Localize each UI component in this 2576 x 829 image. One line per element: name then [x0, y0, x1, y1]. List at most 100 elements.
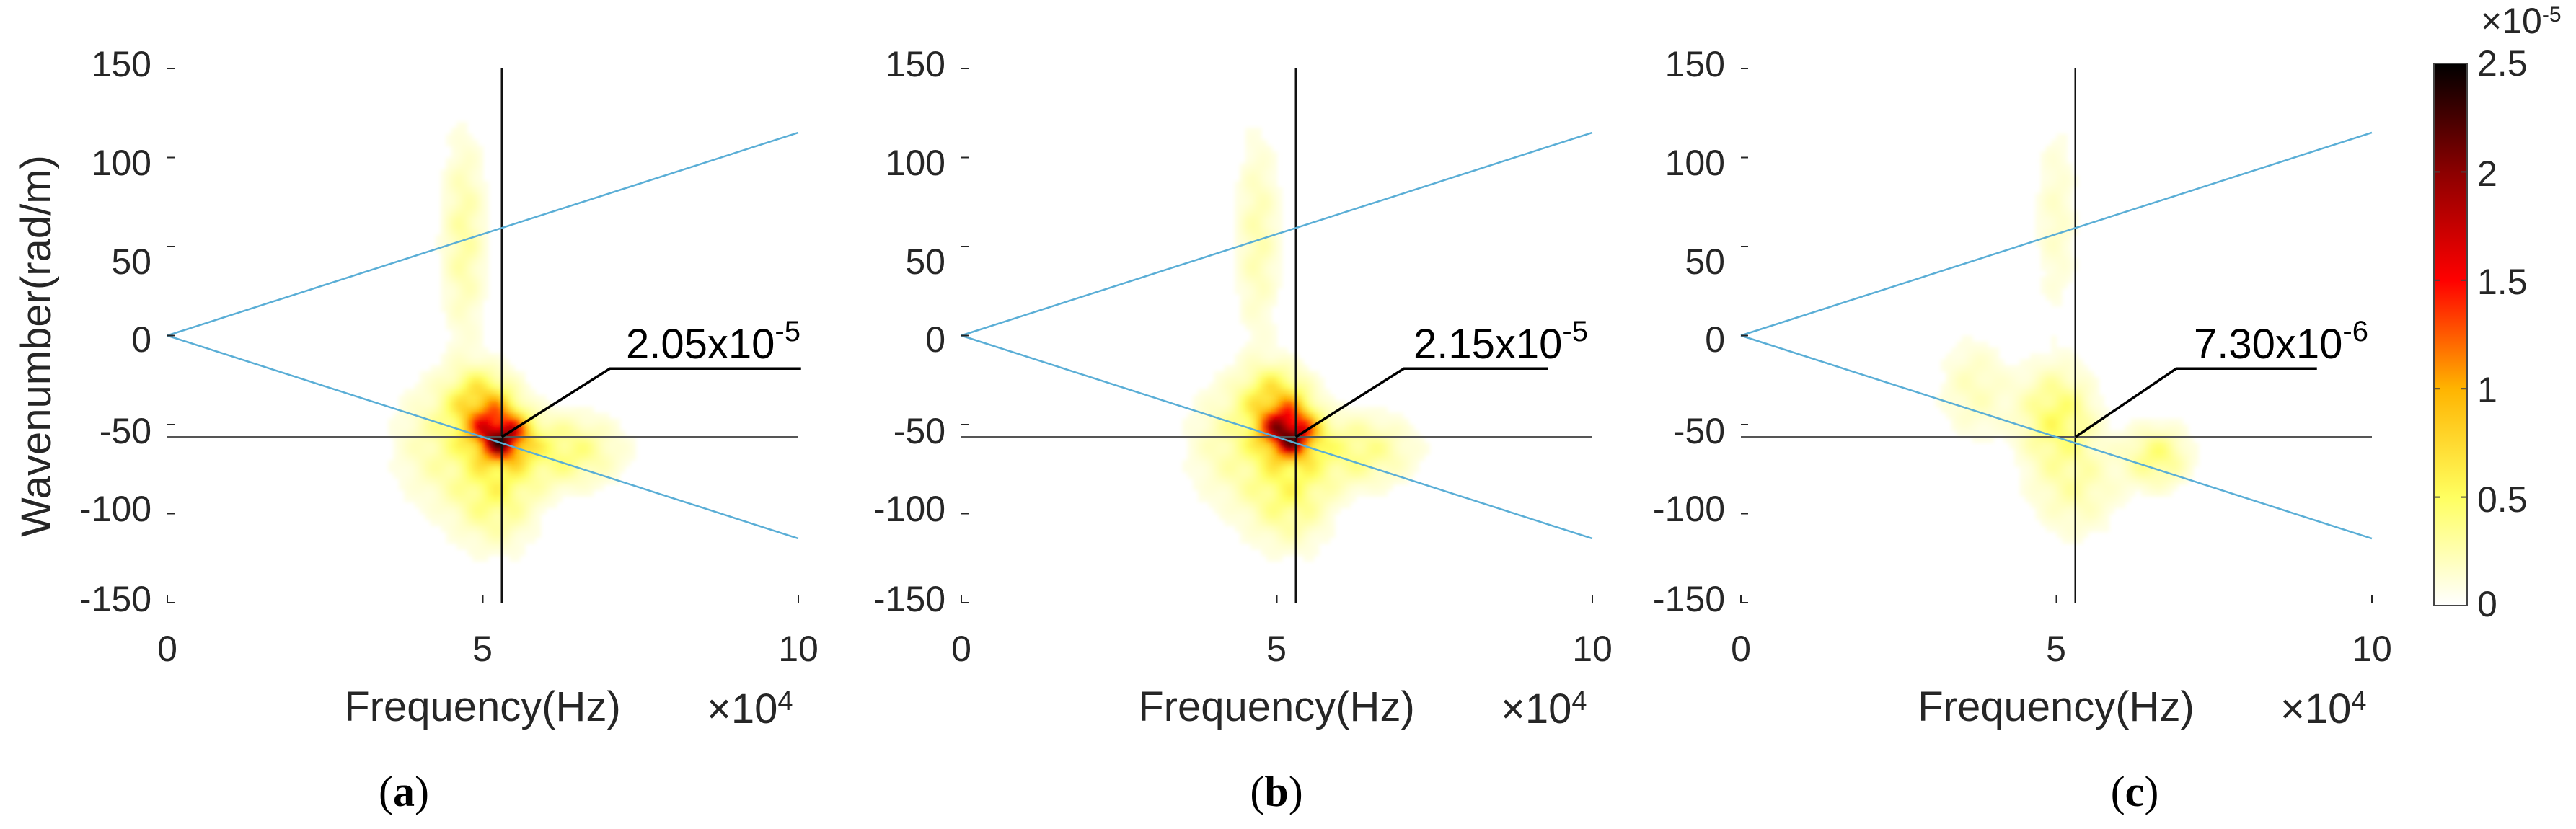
heatmap-cell [425, 507, 431, 515]
heatmap-cell [456, 258, 463, 265]
heatmap-cell [1329, 436, 1336, 443]
heatmap-cell [441, 484, 447, 491]
heatmap-cell [1308, 555, 1315, 562]
heatmap-cell [1187, 412, 1194, 420]
heatmap-cell [2156, 436, 2163, 443]
heatmap-cell [2135, 436, 2141, 443]
heatmap-cell [1250, 247, 1257, 253]
heatmap-cell [1941, 359, 1947, 366]
heatmap-cell [1266, 229, 1272, 236]
heatmap-cell [1256, 448, 1262, 455]
heatmap-cell [1303, 526, 1310, 532]
heatmap-cell [1324, 502, 1331, 508]
heatmap-cell [467, 389, 473, 396]
heatmap-cell [414, 466, 420, 473]
heatmap-cell [2171, 460, 2178, 467]
heatmap-cell [1382, 407, 1388, 414]
heatmap-cell [1261, 258, 1267, 265]
heatmap-cell [467, 549, 473, 556]
heatmap-cell [593, 418, 599, 425]
heatmap-cell [446, 418, 452, 425]
heatmap-cell [472, 425, 478, 431]
heatmap-cell [1276, 389, 1283, 396]
y-tick-label-0: 0 [1705, 319, 1725, 360]
heatmap-cell [2161, 489, 2168, 497]
heatmap-cell [1240, 466, 1246, 473]
heatmap-cell [493, 519, 500, 526]
heatmap-cell [1340, 448, 1346, 455]
heatmap-cell [2030, 365, 2037, 372]
heatmap-cell [2088, 442, 2094, 449]
heatmap-cell [1977, 383, 1984, 390]
heatmap-cell [2056, 526, 2063, 532]
heatmap-cell [1261, 175, 1267, 182]
heatmap-cell [493, 513, 500, 520]
heatmap-cell [2040, 377, 2047, 384]
heatmap-cell [2067, 489, 2073, 497]
heatmap-cell [524, 394, 531, 402]
heatmap-cell [2056, 139, 2063, 146]
heatmap-cell [1366, 412, 1372, 420]
heatmap-cell [435, 436, 441, 443]
heatmap-cell [477, 169, 484, 176]
heatmap-cell [409, 454, 415, 461]
heatmap-cell [2067, 187, 2073, 194]
heatmap-cell [425, 478, 431, 485]
y-tick-label-150: 150 [886, 44, 945, 84]
heatmap-cell [1287, 519, 1294, 526]
heatmap-cell [493, 507, 500, 515]
heatmap-cell [1408, 460, 1414, 467]
heatmap-cell [1245, 394, 1251, 402]
heatmap-cell [1324, 489, 1331, 497]
heatmap-cell [588, 425, 594, 431]
heatmap-cell [1287, 442, 1294, 449]
heatmap-cell [2151, 471, 2157, 479]
heatmap-cell [456, 329, 463, 337]
heatmap-cell [493, 412, 500, 420]
heatmap-cell [1967, 353, 1973, 360]
heatmap-cell [1250, 300, 1257, 307]
heatmap-cell [1224, 377, 1230, 384]
heatmap-cell [2045, 507, 2052, 515]
heatmap-cell [1329, 418, 1336, 425]
heatmap-cell [2140, 489, 2147, 497]
heatmap-cell [493, 377, 500, 384]
heatmap-cell [2061, 205, 2068, 212]
heatmap-cell [1266, 531, 1272, 538]
heatmap-cell [1276, 502, 1283, 508]
heatmap-cell [488, 537, 494, 544]
heatmap-cell [1403, 460, 1409, 467]
heatmap-cell [1282, 425, 1288, 431]
heatmap-cell [1261, 311, 1267, 319]
heatmap-cell [1256, 425, 1262, 431]
heatmap-cell [2161, 430, 2168, 438]
heatmap-cell [393, 412, 400, 420]
heatmap-cell [503, 471, 510, 479]
heatmap-cell [446, 311, 452, 319]
heatmap-cell [404, 489, 410, 497]
heatmap-cell [1198, 418, 1204, 425]
heatmap-cell [2177, 478, 2184, 485]
x-tick-label-5: 5 [472, 629, 493, 669]
heatmap-cell [619, 448, 626, 455]
heatmap-cell [1977, 353, 1984, 360]
heatmap-cell [477, 151, 484, 159]
heatmap-cell [2130, 478, 2136, 485]
heatmap-cell [2140, 418, 2147, 425]
heatmap-cell [414, 471, 420, 479]
heatmap-cell [530, 430, 537, 438]
heatmap-cell [530, 442, 537, 449]
heatmap-cell [477, 229, 484, 236]
heatmap-cell [477, 353, 484, 360]
heatmap-cell [1324, 537, 1331, 544]
heatmap-cell [1318, 436, 1325, 443]
heatmap-cell [451, 317, 457, 324]
heatmap-cell [1245, 442, 1251, 449]
heatmap-cell [441, 192, 447, 200]
heatmap-cell [577, 418, 583, 425]
heatmap-cell [1250, 519, 1257, 526]
heatmap-cell [482, 526, 489, 532]
heatmap-cell [2045, 293, 2052, 301]
heatmap-cell [535, 430, 542, 438]
heatmap-cell [1250, 306, 1257, 313]
